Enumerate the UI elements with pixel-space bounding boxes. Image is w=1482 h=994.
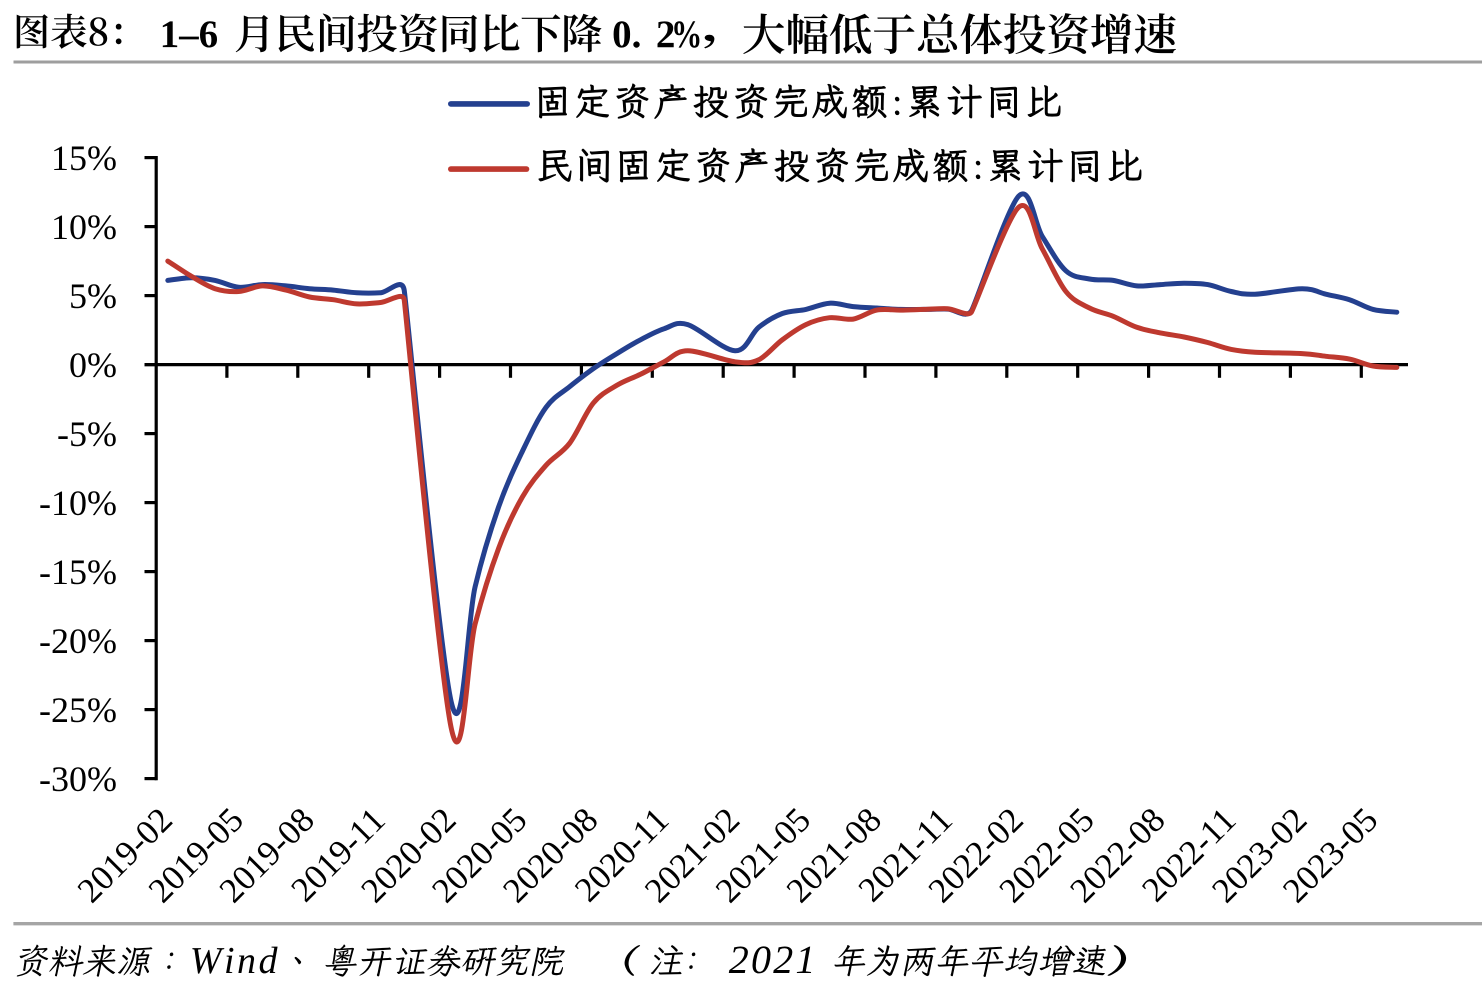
svg-text:-30%: -30% [39, 759, 117, 799]
svg-text:-10%: -10% [39, 483, 117, 523]
svg-text:-25%: -25% [39, 690, 117, 730]
svg-text:-15%: -15% [39, 552, 117, 592]
svg-text:0%: 0% [69, 345, 117, 385]
svg-text:5%: 5% [69, 276, 117, 316]
svg-text:10%: 10% [51, 207, 117, 247]
svg-text:15%: 15% [51, 138, 117, 178]
svg-text:-5%: -5% [57, 414, 117, 454]
svg-text:-20%: -20% [39, 621, 117, 661]
